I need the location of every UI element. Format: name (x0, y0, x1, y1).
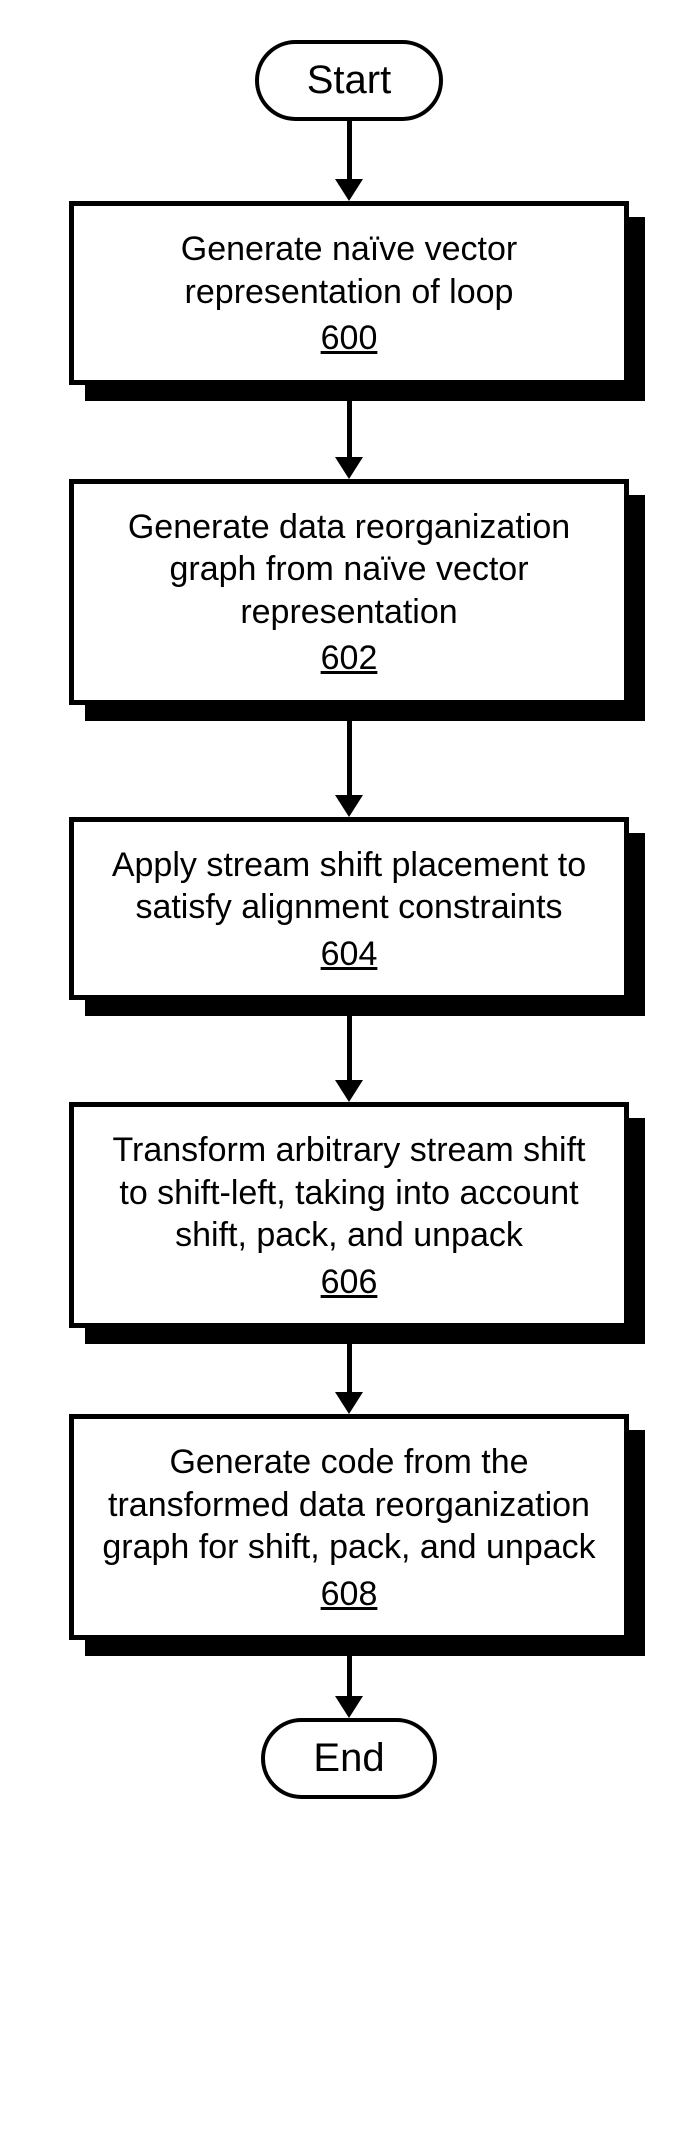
step-box: Generate data reorganization graph from … (69, 479, 629, 705)
arrow-head (335, 1392, 363, 1414)
step-ref: 606 (321, 1261, 378, 1304)
arrow (69, 705, 629, 817)
step-ref: 608 (321, 1573, 378, 1616)
flow-step: Generate naïve vector representation of … (69, 201, 629, 385)
flow-step: Apply stream shift placement to satisfy … (69, 817, 629, 1001)
step-text: Generate data reorganization graph from … (94, 506, 604, 634)
step-text: Generate code from the transformed data … (94, 1441, 604, 1569)
arrow-line (347, 121, 352, 179)
end-label: End (313, 1736, 384, 1780)
step-ref: 604 (321, 933, 378, 976)
flow-step: Generate code from the transformed data … (69, 1414, 629, 1640)
arrow-head (335, 457, 363, 479)
step-ref: 600 (321, 317, 378, 360)
arrow-head (335, 179, 363, 201)
start-label: Start (307, 58, 391, 102)
step-text: Generate naïve vector representation of … (94, 228, 604, 313)
step-text: Transform arbitrary stream shift to shif… (94, 1129, 604, 1257)
step-box: Apply stream shift placement to satisfy … (69, 817, 629, 1001)
arrow-head (335, 795, 363, 817)
flow-step: Generate data reorganization graph from … (69, 479, 629, 705)
step-text: Apply stream shift placement to satisfy … (94, 844, 604, 929)
arrow-head (335, 1080, 363, 1102)
end-terminator: End (261, 1718, 436, 1799)
step-box: Generate code from the transformed data … (69, 1414, 629, 1640)
step-box: Transform arbitrary stream shift to shif… (69, 1102, 629, 1328)
step-ref: 602 (321, 637, 378, 680)
arrow (69, 121, 629, 201)
step-box: Generate naïve vector representation of … (69, 201, 629, 385)
steps-container: Generate naïve vector representation of … (69, 121, 629, 1640)
arrow-head (335, 1696, 363, 1718)
start-terminator: Start (255, 40, 443, 121)
flow-step: Transform arbitrary stream shift to shif… (69, 1102, 629, 1328)
